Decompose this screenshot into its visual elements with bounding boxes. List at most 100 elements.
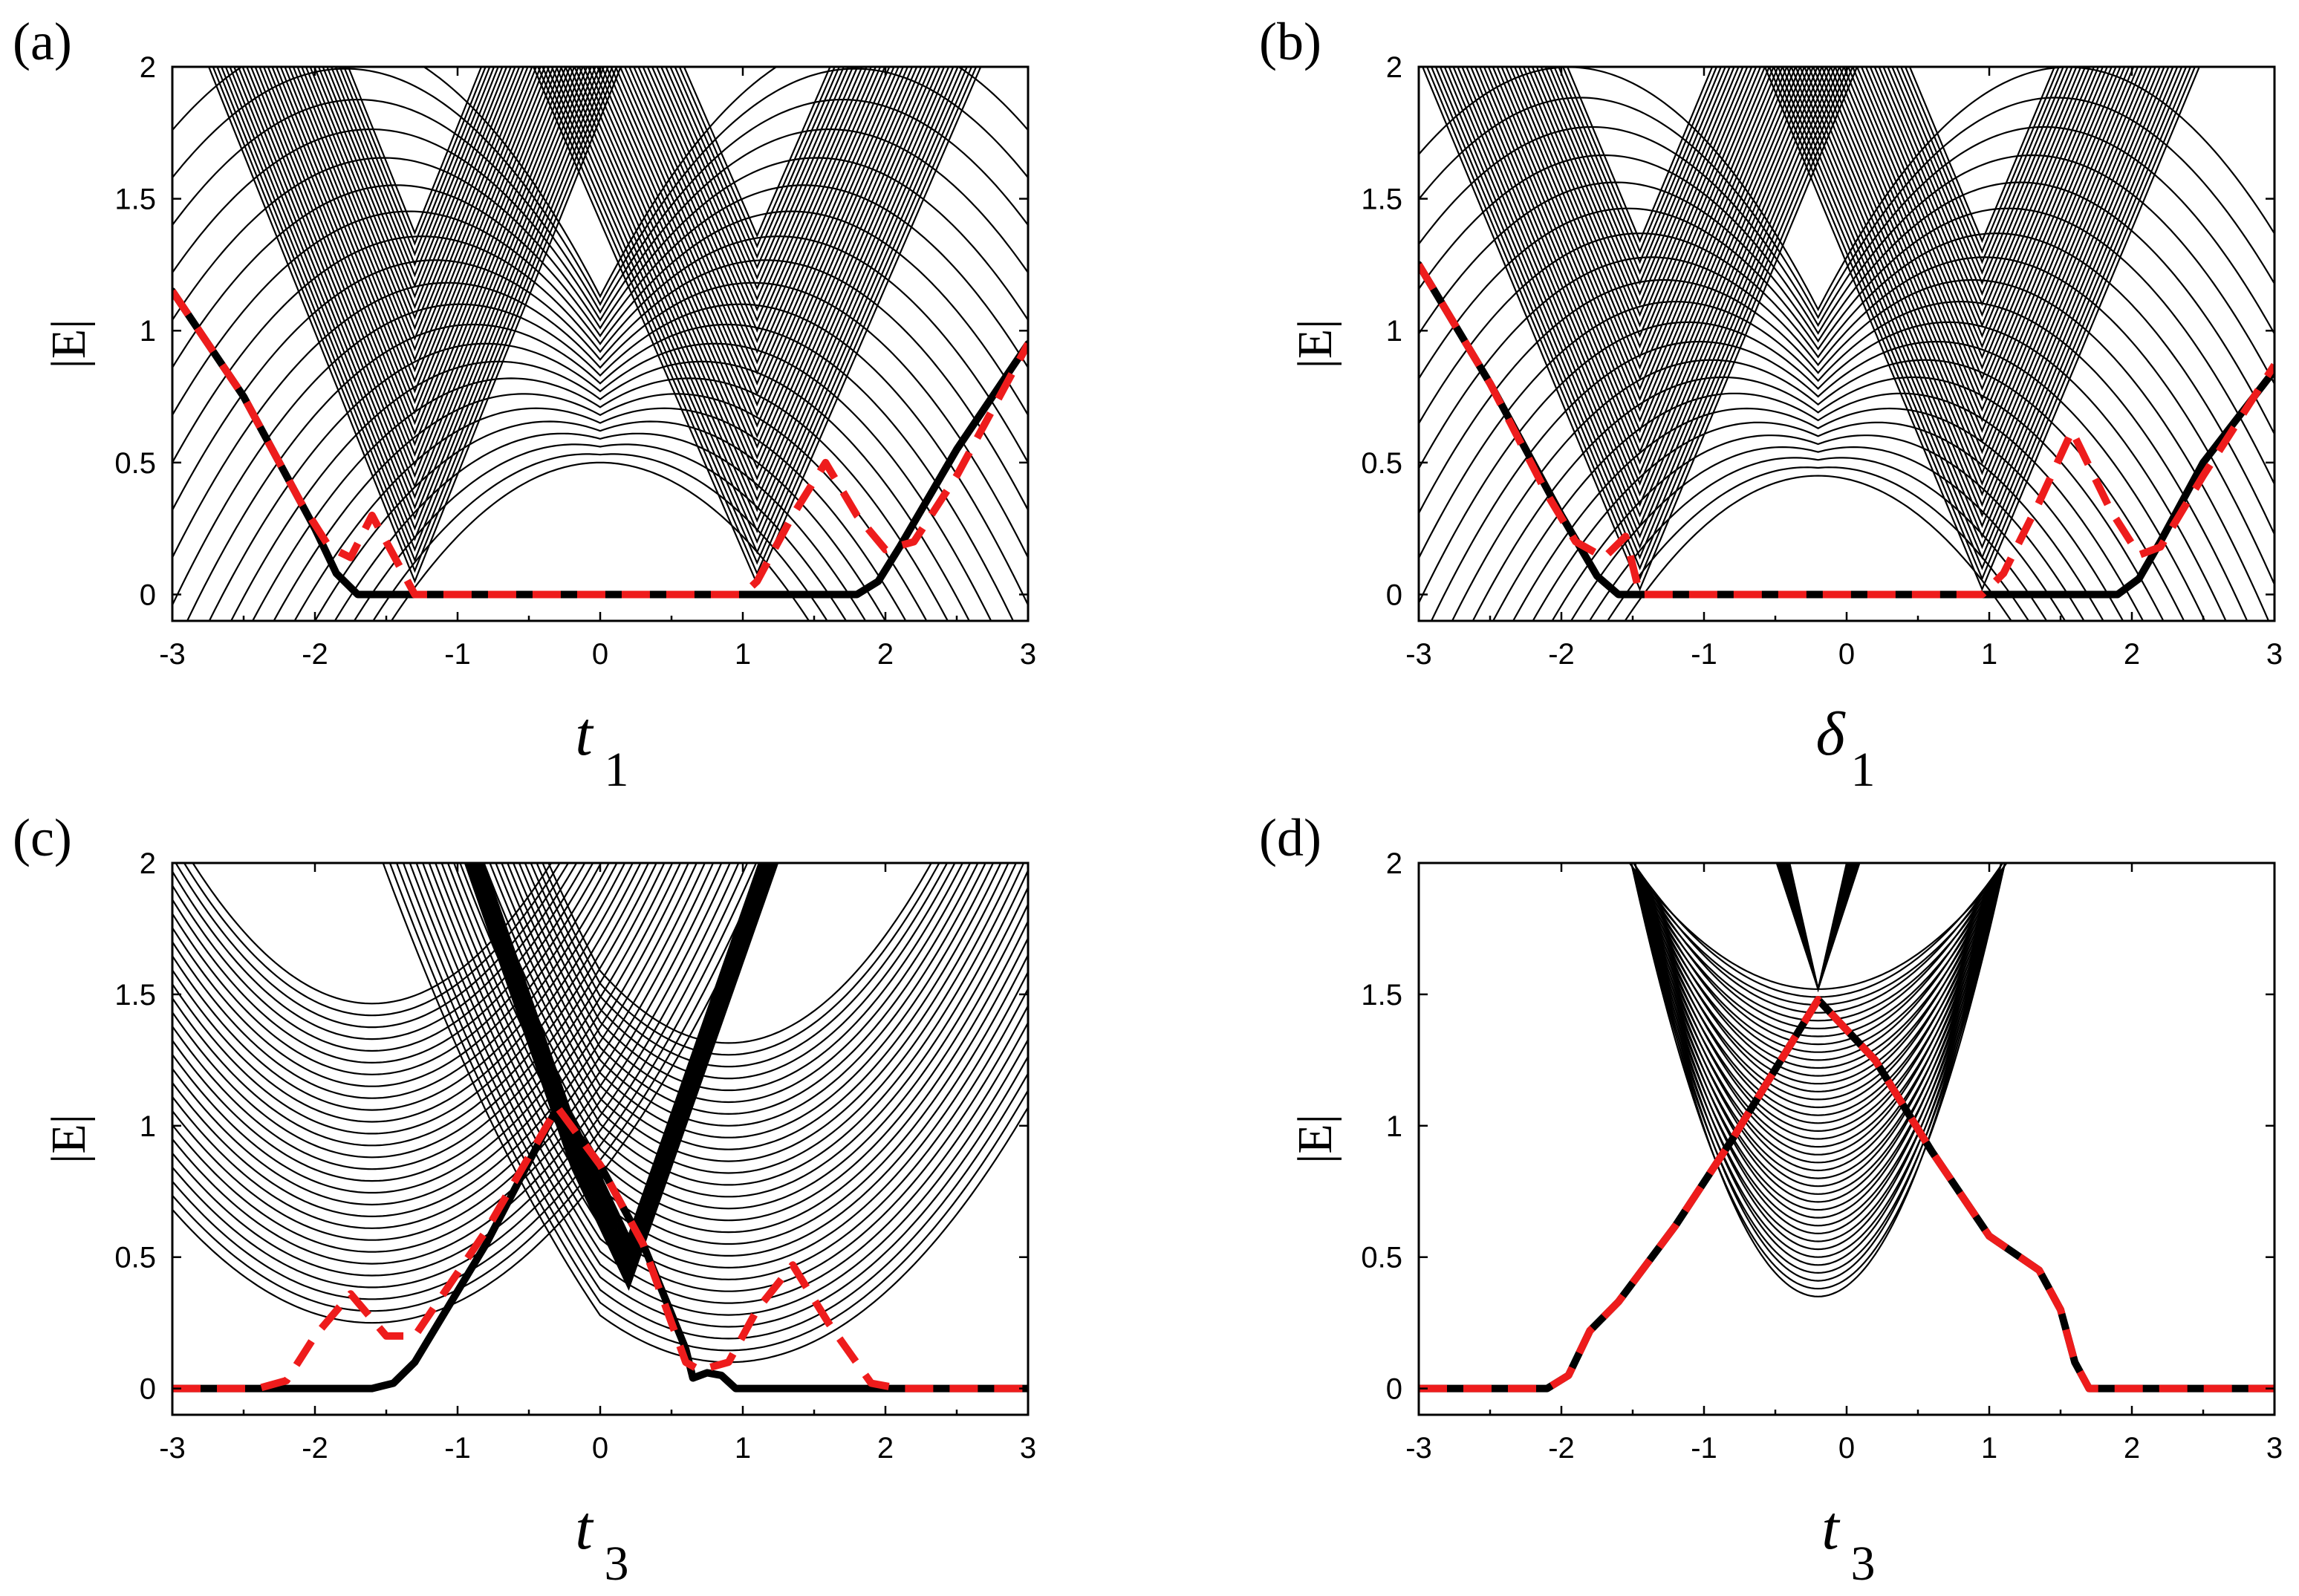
band-line <box>1633 863 2003 1172</box>
band-line <box>1775 863 1861 992</box>
band-line <box>466 863 777 1285</box>
band-line <box>1461 67 1819 497</box>
band-line <box>216 67 614 563</box>
x-tick-label: 0 <box>592 638 608 671</box>
band-line <box>292 67 538 373</box>
band-line <box>467 863 775 1282</box>
band-line <box>207 67 622 584</box>
band-line <box>619 67 895 386</box>
band-line <box>1630 863 2006 1179</box>
panel-label: (d) <box>1259 808 1321 867</box>
band-line <box>1457 67 1823 507</box>
band-line <box>1795 67 2170 518</box>
band-line <box>587 67 927 460</box>
band-line <box>1434 67 1845 560</box>
band-line <box>489 863 1009 1162</box>
series-red-dashed <box>1419 262 2274 599</box>
x-axis-label-subscript: 1 <box>605 743 629 797</box>
band-line <box>172 863 642 1135</box>
band-line <box>614 67 900 397</box>
band-line <box>524 863 964 1092</box>
band-line <box>501 863 995 1139</box>
band-line <box>172 863 706 1229</box>
band-line <box>1419 301 2248 621</box>
band-line <box>1630 863 2006 1258</box>
y-tick-label: 1 <box>1386 1110 1402 1143</box>
band-line <box>1553 67 1726 275</box>
y-tick-label: 1.5 <box>114 979 156 1012</box>
band-line <box>1634 863 2003 1282</box>
band-line <box>1629 863 2007 1069</box>
x-tick-label: -3 <box>159 638 186 671</box>
x-tick-label: -2 <box>1548 638 1575 671</box>
x-axis-label: t <box>575 700 594 769</box>
band-line <box>1628 863 2008 990</box>
x-tick-label: 3 <box>2266 1432 2283 1465</box>
band-line <box>1633 863 2003 1030</box>
band-line <box>1630 863 2006 1274</box>
y-axis-label: |E| <box>42 319 96 369</box>
band-line <box>250 67 580 478</box>
band-line <box>172 863 618 1099</box>
band-line <box>1768 67 2196 582</box>
band-line <box>1633 863 2003 1235</box>
y-tick-label: 0.5 <box>114 447 156 480</box>
band-line <box>172 863 749 1289</box>
band-line <box>172 863 657 1159</box>
band-line <box>483 863 1018 1174</box>
band-line <box>172 157 1028 330</box>
band-line <box>172 863 611 1087</box>
band-line <box>1632 863 2004 998</box>
band-line <box>1518 67 1762 359</box>
band-line <box>172 863 682 1194</box>
y-tick-label: 1 <box>140 315 156 348</box>
band-line <box>1500 67 1779 402</box>
band-line <box>390 461 810 621</box>
axes-frame <box>1417 861 2276 1416</box>
y-axis-label: |E| <box>42 1114 96 1164</box>
band-line <box>258 67 571 457</box>
band-line <box>1630 863 2006 1148</box>
band-line <box>1532 421 2104 621</box>
band-line <box>395 863 1028 1340</box>
band-line <box>1421 67 1859 592</box>
band-line <box>1606 466 2030 621</box>
band-line <box>507 863 986 1127</box>
band-line <box>208 342 992 621</box>
band-line <box>1834 67 2130 423</box>
band-line <box>1419 97 2274 319</box>
band-line <box>569 67 946 502</box>
series-red-dashed <box>172 1104 1028 1393</box>
band-line <box>1777 863 1859 992</box>
x-tick-label: 0 <box>1838 638 1855 671</box>
x-tick-label: 3 <box>1020 1432 1036 1465</box>
band-line <box>1419 256 2274 585</box>
band-line <box>192 863 553 1005</box>
x-tick-label: 0 <box>1838 1432 1855 1465</box>
band-line <box>477 863 1025 1186</box>
band-line <box>1588 457 2048 621</box>
band-line <box>1419 321 2227 621</box>
energy-bands <box>172 67 1028 621</box>
band-line <box>483 863 760 1237</box>
band-line <box>1487 67 1792 434</box>
series-red-dashed <box>172 289 1028 599</box>
panel-c: -3 -2 -1 0 1 2 300.511.52(c)|E|t3 <box>13 808 1036 1591</box>
band-line <box>415 863 1028 1304</box>
band-line <box>1633 863 2003 1061</box>
band-line <box>1807 67 2156 486</box>
band-line <box>309 67 521 330</box>
band-line <box>1812 67 2153 475</box>
band-line <box>1772 67 2192 570</box>
band-line <box>623 67 891 375</box>
band-line <box>271 67 559 426</box>
band-line <box>1821 67 2144 455</box>
band-line <box>1540 67 1740 307</box>
band-line <box>1526 67 1753 339</box>
panel-label: (b) <box>1259 12 1321 71</box>
band-line <box>409 863 1028 1316</box>
band-line <box>241 67 588 499</box>
band-line <box>172 235 1028 463</box>
band-line <box>172 863 594 1064</box>
